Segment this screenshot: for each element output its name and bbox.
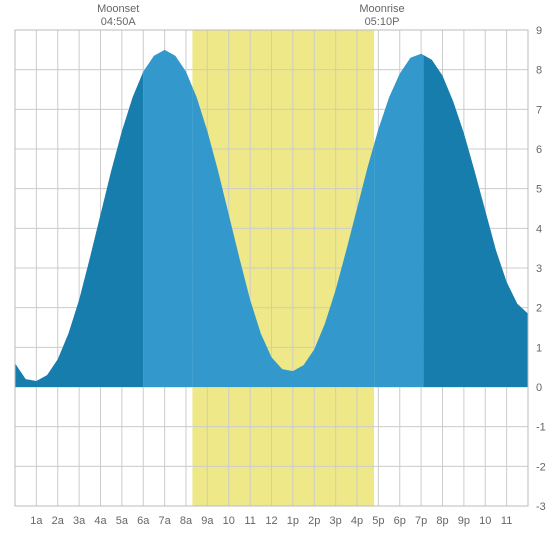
x-tick-label: 7a <box>159 515 172 527</box>
x-tick-label: 9a <box>201 515 214 527</box>
annotation-title: Moonrise <box>359 3 404 15</box>
x-tick-label: 4a <box>94 515 107 527</box>
x-tick-label: 4p <box>351 515 363 527</box>
x-tick-label: 1a <box>30 515 43 527</box>
x-tick-label: 9p <box>458 515 470 527</box>
annotation-time: 04:50A <box>101 16 137 28</box>
x-tick-label: 3a <box>73 515 86 527</box>
x-tick-label: 10 <box>223 515 235 527</box>
x-tick-label: 3p <box>330 515 342 527</box>
x-tick-label: 2a <box>52 515 65 527</box>
y-tick-label: 4 <box>536 223 542 235</box>
x-tick-label: 6a <box>137 515 150 527</box>
y-tick-label: 3 <box>536 263 542 275</box>
x-axis-labels: 1a 2a 3a 4a 5a 6a 7a 8a 9a 10 11 12 1p 2p 3p 4p 5p 6p 7p 8p… <box>30 515 512 527</box>
x-tick-label: 11 <box>501 515 512 527</box>
chart-svg: 1a2a3a4a5a6a7a8a9a1011121p2p3p4p5p6p7p8p… <box>0 0 550 550</box>
y-tick-label: 1 <box>536 342 542 354</box>
annotation-title: Moonset <box>97 3 139 15</box>
x-tick-label: 1p <box>287 515 299 527</box>
y-tick-label: 9 <box>536 25 542 37</box>
x-tick-label: 5a <box>116 515 129 527</box>
tide-chart: 1a2a3a4a5a6a7a8a9a1011121p2p3p4p5p6p7p8p… <box>0 0 550 550</box>
y-axis-labels: -3 -2 -1 0 1 2 3 4 5 6 7 8 9 <box>536 25 546 513</box>
x-tick-label: 8p <box>436 515 448 527</box>
x-tick-label: 10 <box>479 515 491 527</box>
annotation-time: 05:10P <box>365 16 400 28</box>
y-tick-label: 2 <box>536 303 542 315</box>
x-tick-label: 5p <box>372 515 384 527</box>
x-tick-label: 2p <box>308 515 320 527</box>
y-tick-label: 8 <box>536 65 542 77</box>
y-tick-label: 0 <box>536 382 542 394</box>
x-tick-label: 12 <box>265 515 277 527</box>
x-tick-label: 11 <box>244 515 255 527</box>
y-tick-label: -3 <box>536 501 546 513</box>
y-tick-label: 6 <box>536 144 542 156</box>
top-annotations: Moonset04:50A Moonrise05:10P <box>97 3 404 28</box>
y-tick-label: -1 <box>536 422 546 434</box>
x-tick-label: 6p <box>394 515 406 527</box>
y-tick-label: -2 <box>536 461 546 473</box>
x-tick-label: 8a <box>180 515 193 527</box>
x-tick-label: 7p <box>415 515 427 527</box>
y-tick-label: 7 <box>536 104 542 116</box>
y-tick-label: 5 <box>536 184 542 196</box>
